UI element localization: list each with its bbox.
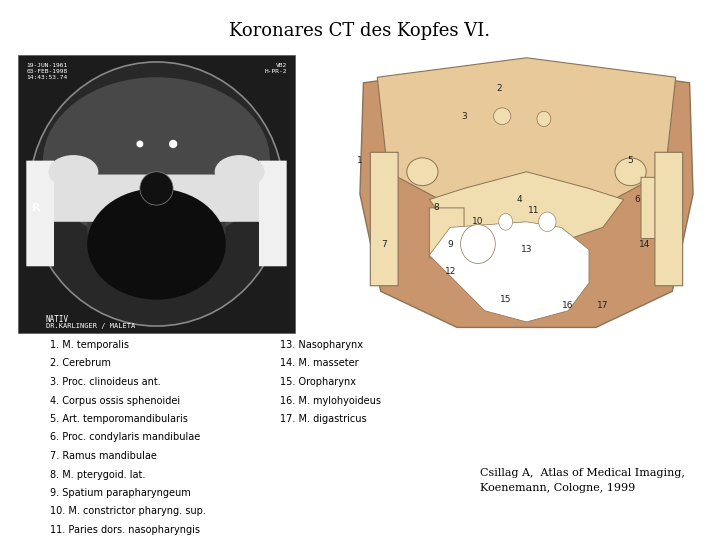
Ellipse shape [87, 186, 137, 269]
Text: 17: 17 [597, 301, 608, 310]
Text: 5. Art. temporomandibularis: 5. Art. temporomandibularis [50, 414, 188, 424]
Text: 14. M. masseter: 14. M. masseter [280, 359, 359, 368]
FancyBboxPatch shape [27, 160, 54, 266]
Text: Koenemann, Cologne, 1999: Koenemann, Cologne, 1999 [480, 483, 635, 493]
Ellipse shape [539, 212, 556, 232]
Ellipse shape [176, 186, 226, 269]
FancyBboxPatch shape [655, 152, 683, 286]
Text: 10: 10 [472, 217, 484, 226]
Text: 9: 9 [447, 240, 453, 248]
Text: 8. M. pterygoid. lat.: 8. M. pterygoid. lat. [50, 469, 145, 480]
Text: DR.KARLINGER / MALETA: DR.KARLINGER / MALETA [45, 323, 135, 329]
Text: 13: 13 [521, 245, 532, 254]
Text: 8: 8 [433, 204, 439, 212]
FancyBboxPatch shape [641, 177, 672, 239]
Text: 9. Spatium parapharyngeum: 9. Spatium parapharyngeum [50, 488, 191, 498]
FancyBboxPatch shape [259, 160, 287, 266]
Ellipse shape [407, 158, 438, 186]
FancyBboxPatch shape [370, 152, 398, 286]
Text: 3. Proc. clinoideus ant.: 3. Proc. clinoideus ant. [50, 377, 161, 387]
Text: 19-JUN-1961
03-FEB-1998
14:43:53.74: 19-JUN-1961 03-FEB-1998 14:43:53.74 [27, 63, 68, 80]
Text: 13. Nasopharynx: 13. Nasopharynx [280, 340, 363, 350]
Ellipse shape [43, 77, 270, 244]
Text: 1: 1 [357, 156, 363, 165]
Text: 11: 11 [528, 206, 539, 215]
Ellipse shape [615, 158, 647, 186]
Text: 15. Oropharynx: 15. Oropharynx [280, 377, 356, 387]
Text: 3: 3 [462, 112, 467, 120]
Text: 7: 7 [382, 240, 387, 248]
Ellipse shape [499, 213, 513, 230]
Text: 6. Proc. condylaris mandibulae: 6. Proc. condylaris mandibulae [50, 433, 200, 442]
Bar [18, 55, 295, 333]
Ellipse shape [169, 140, 177, 148]
Polygon shape [377, 58, 675, 208]
Text: 15: 15 [500, 295, 511, 304]
Text: Koronares CT des Kopfes VI.: Koronares CT des Kopfes VI. [230, 22, 490, 40]
Text: 10. M. constrictor pharyng. sup.: 10. M. constrictor pharyng. sup. [50, 507, 206, 516]
Text: 1. M. temporalis: 1. M. temporalis [50, 340, 129, 350]
FancyBboxPatch shape [429, 208, 464, 258]
Ellipse shape [140, 172, 173, 205]
Text: 16: 16 [562, 301, 574, 310]
Text: VB2
H-PR-2: VB2 H-PR-2 [264, 63, 287, 74]
Text: 12: 12 [444, 267, 456, 276]
Ellipse shape [136, 140, 143, 147]
Ellipse shape [461, 225, 495, 264]
Text: NATIV: NATIV [45, 315, 69, 324]
Ellipse shape [537, 111, 551, 126]
Text: 16. M. mylohyoideus: 16. M. mylohyoideus [280, 395, 381, 406]
Ellipse shape [29, 62, 284, 326]
Text: 5: 5 [628, 156, 634, 165]
Text: 4: 4 [517, 195, 523, 204]
Ellipse shape [215, 155, 264, 188]
Ellipse shape [48, 155, 99, 188]
Text: R: R [32, 203, 40, 213]
Text: 4. Corpus ossis sphenoidei: 4. Corpus ossis sphenoidei [50, 395, 180, 406]
Text: 6: 6 [634, 195, 640, 204]
Ellipse shape [87, 188, 226, 300]
Text: 17. M. digastricus: 17. M. digastricus [280, 414, 366, 424]
Text: 2: 2 [496, 84, 502, 93]
Text: 11. Paries dors. nasopharyngis: 11. Paries dors. nasopharyngis [50, 525, 200, 535]
Polygon shape [360, 60, 693, 327]
Ellipse shape [493, 108, 511, 125]
FancyBboxPatch shape [51, 174, 262, 222]
Text: 2. Cerebrum: 2. Cerebrum [50, 359, 111, 368]
Text: 7. Ramus mandibulae: 7. Ramus mandibulae [50, 451, 157, 461]
Text: 14: 14 [639, 240, 650, 248]
Polygon shape [429, 222, 589, 322]
Text: Csillag A,  Atlas of Medical Imaging,: Csillag A, Atlas of Medical Imaging, [480, 468, 685, 478]
Polygon shape [429, 172, 624, 244]
